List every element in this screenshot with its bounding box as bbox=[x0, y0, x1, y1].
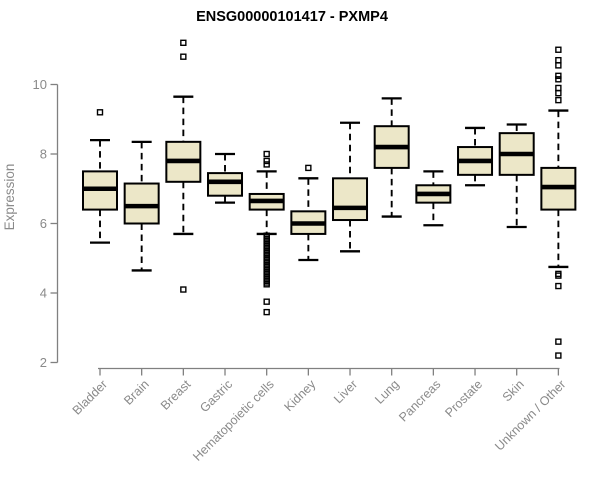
x-tick-label-lung: Lung bbox=[372, 377, 402, 407]
x-tick-label-skin: Skin bbox=[500, 377, 527, 404]
outlier-point bbox=[263, 239, 270, 246]
boxplot-brain bbox=[123, 140, 160, 272]
outlier-point bbox=[263, 265, 270, 272]
outlier-point bbox=[263, 234, 270, 241]
y-tick-label: 10 bbox=[33, 77, 47, 92]
outlier-point bbox=[555, 72, 562, 80]
outlier-point bbox=[555, 46, 562, 53]
boxplot-lung bbox=[373, 97, 410, 218]
outlier-point bbox=[263, 275, 270, 283]
y-axis: 2 4 6 8 10 bbox=[33, 77, 59, 370]
y-axis-label: Expression bbox=[2, 164, 17, 231]
outlier-point bbox=[263, 270, 270, 278]
outlier-point bbox=[263, 277, 270, 285]
boxplot-pancreas bbox=[415, 170, 452, 227]
outlier-point bbox=[555, 84, 562, 92]
boxplot-series bbox=[82, 39, 577, 359]
outlier-point bbox=[263, 267, 270, 274]
outlier-point bbox=[263, 161, 270, 168]
x-tick-label-hematopoietic-cells: Hematopoietic cells bbox=[190, 377, 277, 464]
y-tick-label: 2 bbox=[40, 355, 47, 370]
outlier-point bbox=[555, 56, 562, 64]
outlier-point bbox=[263, 150, 270, 158]
outlier-point bbox=[180, 286, 187, 293]
boxplot-unknown-other bbox=[540, 46, 577, 359]
outlier-point bbox=[555, 338, 562, 345]
outlier-point bbox=[263, 260, 270, 267]
outlier-point bbox=[263, 268, 270, 276]
outlier-point bbox=[263, 248, 270, 255]
outlier-point bbox=[555, 272, 562, 279]
boxplot-skin bbox=[498, 123, 535, 229]
outlier-point bbox=[263, 281, 270, 288]
outlier-point bbox=[263, 279, 270, 286]
outlier-point bbox=[555, 352, 562, 359]
boxplot-liver bbox=[332, 121, 369, 253]
outlier-point bbox=[555, 96, 562, 104]
outlier-point bbox=[263, 258, 270, 265]
outlier-point bbox=[263, 308, 270, 316]
y-tick-label: 4 bbox=[40, 286, 47, 301]
outlier-point bbox=[263, 235, 270, 243]
outlier-point bbox=[180, 39, 187, 46]
outlier-point bbox=[263, 263, 270, 271]
outlier-point bbox=[263, 244, 270, 252]
x-tick-label-liver: Liver bbox=[331, 377, 360, 406]
outlier-point bbox=[555, 62, 562, 69]
boxplot-breast bbox=[165, 39, 202, 293]
outlier-point bbox=[263, 272, 270, 279]
x-tick-label-gastric: Gastric bbox=[197, 377, 235, 415]
x-tick-label-bladder: Bladder bbox=[70, 377, 110, 417]
outlier-point bbox=[96, 109, 104, 116]
y-tick-label: 8 bbox=[40, 147, 47, 162]
y-tick-label: 6 bbox=[40, 216, 47, 231]
outlier-point bbox=[555, 89, 562, 97]
outlier-point bbox=[263, 262, 270, 269]
x-tick-label-brain: Brain bbox=[121, 377, 152, 408]
outlier-point bbox=[263, 298, 270, 305]
outlier-point bbox=[263, 241, 270, 248]
iqr-box bbox=[123, 182, 160, 225]
outlier-point bbox=[263, 253, 270, 260]
outlier-point bbox=[180, 53, 187, 60]
outlier-point bbox=[305, 164, 312, 172]
outlier-point bbox=[263, 242, 270, 250]
boxplot-kidney bbox=[290, 164, 327, 262]
outlier-point bbox=[263, 249, 270, 257]
outlier-point bbox=[263, 256, 270, 264]
outlier-point bbox=[263, 255, 270, 262]
outlier-point bbox=[263, 157, 270, 165]
boxplot-bladder bbox=[82, 109, 118, 244]
x-tick-label-kidney: Kidney bbox=[282, 377, 319, 414]
x-tick-label-pancreas: Pancreas bbox=[396, 377, 443, 424]
boxplot-gastric bbox=[207, 152, 244, 204]
iqr-box bbox=[207, 172, 244, 197]
outlier-point bbox=[555, 270, 562, 278]
x-tick-label-unknown-other: Unknown / Other bbox=[492, 377, 568, 453]
outlier-point bbox=[263, 237, 270, 245]
boxplot-prostate bbox=[457, 126, 494, 187]
x-tick-label-breast: Breast bbox=[158, 377, 194, 413]
outlier-point bbox=[263, 251, 270, 258]
outlier-point bbox=[263, 246, 270, 253]
outlier-point bbox=[263, 274, 270, 281]
outlier-point bbox=[555, 282, 562, 290]
outlier-point bbox=[555, 76, 562, 83]
chart-title: ENSG00000101417 - PXMP4 bbox=[196, 9, 388, 25]
iqr-box bbox=[332, 177, 369, 222]
x-tick-label-prostate: Prostate bbox=[442, 377, 485, 420]
boxplot-hematopoietic-cells bbox=[248, 150, 285, 316]
